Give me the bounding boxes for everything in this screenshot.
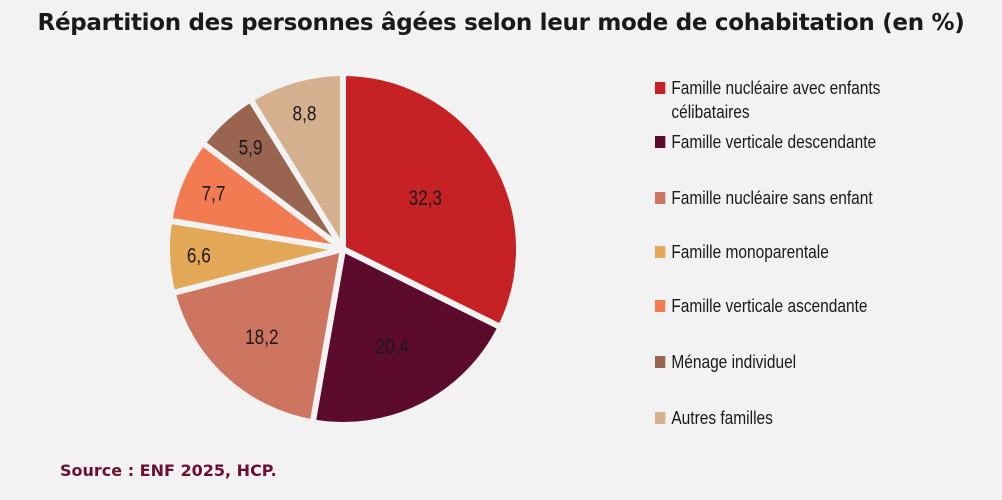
legend-item: Famille nucléaire sans enfant — [655, 186, 947, 210]
legend-swatch — [655, 300, 666, 312]
slice-value-label: 8,8 — [293, 103, 317, 126]
legend-item: Autres familles — [655, 406, 947, 430]
legend-swatch — [655, 136, 666, 148]
legend-swatch — [655, 356, 666, 368]
legend-label: Ménage individuel — [671, 352, 797, 372]
slice-value-label: 20,4 — [376, 336, 410, 359]
legend-swatch — [655, 192, 666, 204]
legend-item: Famille nucléaire avec enfants célibatair… — [655, 76, 947, 124]
legend-label: Famille verticale ascendante — [671, 296, 868, 316]
pie-slice-1 — [340, 70, 522, 331]
legend-label: Famille verticale descendante — [671, 132, 877, 152]
legend-swatch — [655, 246, 666, 258]
source-note: Source : ENF 2025, HCP. — [60, 461, 277, 480]
chart-title: Répartition des personnes âgées selon le… — [37, 10, 965, 36]
legend-swatch — [655, 82, 666, 94]
pie-slice-2 — [309, 246, 504, 428]
slice-value-label: 18,2 — [245, 326, 279, 349]
legend-label: Famille nucléaire sans enfant — [671, 188, 873, 208]
pie-slice-7 — [247, 70, 346, 252]
slice-value-label: 6,6 — [187, 245, 211, 268]
slice-value-label: 32,3 — [409, 187, 443, 210]
legend-label: Autres familles — [671, 408, 773, 428]
pie-slice-3 — [169, 246, 346, 426]
legend-item: Famille verticale descendante — [655, 130, 947, 154]
slice-value-label: 5,9 — [239, 137, 263, 160]
legend-label: Famille monoparentale — [671, 242, 829, 262]
legend-swatch — [655, 412, 666, 424]
slice-value-label: 7,7 — [202, 183, 226, 206]
legend-item: Famille verticale ascendante — [655, 294, 947, 318]
legend-item: Famille monoparentale — [655, 240, 947, 264]
legend-label: Famille nucléaire avec enfants célibatair… — [671, 78, 881, 122]
legend-item: Ménage individuel — [655, 350, 947, 374]
